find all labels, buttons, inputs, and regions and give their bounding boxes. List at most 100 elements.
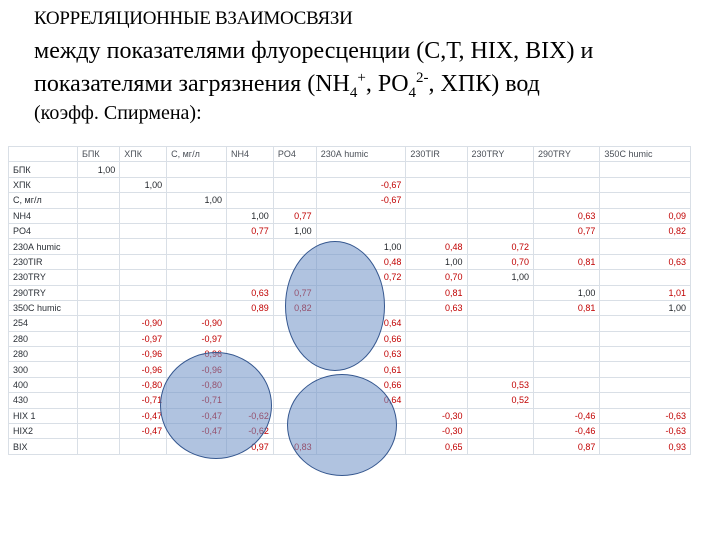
table-cell — [466, 176, 534, 194]
table-cell — [166, 299, 227, 317]
row-label: 300 — [8, 361, 78, 378]
table-cell: -0,97 — [119, 330, 168, 348]
row-label: 400 — [8, 376, 78, 394]
table-cell — [76, 423, 121, 440]
table-cell — [315, 207, 407, 224]
table-cell: -0,46 — [532, 407, 601, 425]
table-cell: -0,67 — [315, 176, 407, 194]
table-row: HIX2 -0,47 -0,47 -0,62 -0,30 -0,46 -0,63 — [8, 423, 691, 440]
table-cell — [225, 269, 274, 286]
table-cell — [532, 192, 601, 209]
table-cell — [532, 392, 601, 409]
column-header: 230А humic — [315, 145, 407, 163]
table-cell: -0,80 — [119, 376, 168, 394]
table-cell: -0,71 — [119, 392, 168, 409]
table-cell: 0,82 — [599, 222, 691, 240]
table-cell — [119, 222, 168, 240]
table-row: 230TRY 0,72 0,70 1,00 — [8, 269, 691, 286]
column-header: 230TRY — [466, 145, 534, 163]
table-cell — [532, 161, 601, 178]
table-cell — [272, 315, 317, 332]
table-row: 230TIR 0,48 1,00 0,70 0,81 0,63 — [8, 253, 691, 271]
table-row: PO4 0,77 1,00 0,77 0,82 — [8, 222, 691, 240]
table-cell — [466, 438, 534, 455]
table-cell — [76, 438, 121, 455]
column-header: 350С humic — [599, 145, 691, 163]
table-cell — [119, 192, 168, 209]
table-cell — [599, 161, 691, 178]
table-row: NH4 1,00 0,77 0,63 0,09 — [8, 207, 691, 224]
column-header: PO4 — [272, 145, 317, 163]
table-cell — [119, 438, 168, 455]
table-cell: -0,46 — [532, 423, 601, 440]
table-cell — [466, 407, 534, 425]
table-cell: 0,82 — [272, 299, 317, 317]
row-label: 350С humic — [8, 299, 78, 317]
table-cell — [466, 161, 534, 178]
table-cell — [166, 269, 227, 286]
table-cell — [315, 299, 407, 317]
table-header-row: БПК ХПК С, мг/л NH4 PO4 230А humic 230TIR 230TR… — [8, 145, 691, 163]
table-cell — [225, 161, 274, 178]
table-cell — [225, 238, 274, 255]
table-cell: 0,70 — [405, 269, 468, 286]
table-row: 230А humic 1,00 0,48 0,72 — [8, 238, 691, 255]
table-cell: 0,66 — [315, 376, 407, 394]
table-cell: -0,47 — [119, 423, 168, 440]
table-row: 400 -0,80 -0,80 0,66 0,53 — [8, 376, 691, 394]
slide-heading-line3: показателями загрязнения (NH4+, PO42-, Х… — [34, 70, 540, 102]
table-cell: 1,00 — [532, 284, 601, 301]
heading-line3-part-a: показателями загрязнения (NH — [34, 71, 350, 97]
table-cell: -0,30 — [405, 423, 468, 440]
slide-heading-caps: КОРРЕЛЯЦИОННЫЕ ВЗАИМОСВЯЗИ — [34, 8, 353, 29]
table-cell: 0,64 — [315, 315, 407, 332]
table-cell — [166, 222, 227, 240]
table-cell — [315, 407, 407, 425]
table-cell — [466, 207, 534, 224]
table-cell — [405, 361, 468, 378]
table-cell — [166, 161, 227, 178]
table-cell — [225, 192, 274, 209]
table-cell — [76, 192, 121, 209]
table-cell — [315, 438, 407, 455]
table-cell — [532, 376, 601, 394]
table-cell — [76, 284, 121, 301]
table-cell — [315, 423, 407, 440]
table-cell: 0,61 — [315, 361, 407, 378]
table-cell — [225, 361, 274, 378]
row-label: БПК — [8, 161, 78, 178]
table-cell: 0,63 — [532, 207, 601, 224]
table-cell — [76, 330, 121, 348]
table-cell: -0,30 — [405, 407, 468, 425]
column-header: ХПК — [119, 145, 168, 163]
table-cell: 0,63 — [599, 253, 691, 271]
table-cell — [466, 346, 534, 363]
table-cell — [466, 299, 534, 317]
table-cell — [532, 238, 601, 255]
table-cell — [76, 376, 121, 394]
column-header: NH4 — [225, 145, 274, 163]
table-row: С, мг/л 1,00 -0,67 — [8, 192, 691, 209]
table-cell — [599, 361, 691, 378]
slide-subheading: (коэфф. Спирмена): — [34, 102, 202, 124]
table-cell: -0,62 — [225, 407, 274, 425]
table-cell — [272, 392, 317, 409]
table-cell — [272, 253, 317, 271]
table-cell: -0,96 — [119, 361, 168, 378]
table-cell — [599, 238, 691, 255]
table-cell — [466, 222, 534, 240]
table-cell — [405, 330, 468, 348]
table-cell: -0,80 — [166, 376, 227, 394]
table-cell — [599, 315, 691, 332]
table-cell — [272, 361, 317, 378]
table-cell: -0,63 — [599, 407, 691, 425]
table-cell — [225, 392, 274, 409]
table-row: HIX 1 -0,47 -0,47 -0,62 -0,30 -0,46 -0,63 — [8, 407, 691, 425]
table-cell: -0,47 — [166, 423, 227, 440]
table-cell: 0,81 — [532, 253, 601, 271]
table-cell — [532, 330, 601, 348]
table-cell: -0,96 — [166, 346, 227, 363]
table-cell — [119, 161, 168, 178]
table-cell: -0,47 — [119, 407, 168, 425]
table-cell: -0,63 — [599, 423, 691, 440]
